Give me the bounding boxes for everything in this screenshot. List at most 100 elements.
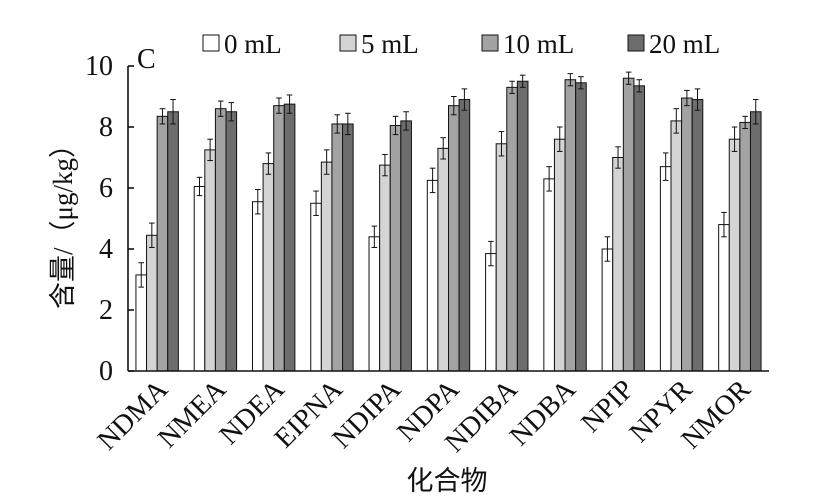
bar-npyr-10ml — [681, 97, 693, 372]
bar-ndiba-10ml — [506, 86, 518, 372]
error-bar-nmea-5ml — [207, 138, 213, 162]
bar-ndma-20ml — [167, 111, 179, 372]
bar-nmea-20ml — [225, 111, 238, 372]
error-bar-nmor-20ml — [752, 99, 759, 125]
bar-ndiba-20ml — [516, 80, 529, 372]
error-bar-nmor-5ml — [731, 126, 738, 152]
bar-ndea-5ml — [262, 163, 275, 372]
bar-ndiba-0ml — [485, 253, 497, 372]
error-bar-npip-0ml — [604, 236, 611, 262]
error-bar-nmea-0ml — [196, 176, 203, 197]
error-bar-ndipa-0ml — [371, 225, 378, 248]
error-bar-ndea-10ml — [276, 97, 282, 114]
error-bar-ndipa-10ml — [392, 115, 399, 136]
y-tick-label-2: 2 — [99, 295, 113, 326]
legend: 0 mL 5 mL 10 mL 20 mL — [202, 29, 720, 59]
error-bar-ndiba-20ml — [519, 74, 526, 88]
bar-nmor-10ml — [739, 121, 751, 372]
bar-eipna-5ml — [320, 161, 333, 372]
legend-swatch-20ml — [627, 34, 645, 52]
error-bar-ndiba-5ml — [498, 131, 505, 157]
error-bar-ndma-0ml — [138, 262, 145, 288]
error-bar-ndpa-5ml — [440, 137, 446, 160]
bar-ndba-5ml — [553, 138, 566, 372]
error-bar-ndiba-0ml — [488, 240, 494, 267]
bar-ndiba-5ml — [495, 143, 508, 372]
bar-ndipa-5ml — [379, 164, 391, 372]
bar-ndea-0ml — [251, 201, 264, 372]
legend-swatch-10ml — [481, 34, 499, 52]
error-bar-npyr-5ml — [673, 108, 680, 134]
bar-ndma-0ml — [135, 274, 148, 372]
error-bar-eipna-5ml — [323, 149, 330, 175]
panel-label: C — [137, 44, 156, 75]
bar-eipna-20ml — [342, 123, 354, 372]
bar-ndba-0ml — [543, 178, 555, 372]
axes-layer — [127, 66, 769, 372]
bar-ndipa-10ml — [389, 124, 402, 372]
bar-ndipa-0ml — [368, 236, 381, 372]
bars-layer — [135, 77, 762, 372]
bar-ndma-5ml — [146, 234, 158, 372]
error-bar-ndea-20ml — [286, 94, 293, 114]
bar-nmea-5ml — [204, 149, 216, 372]
error-bar-eipna-0ml — [313, 190, 319, 216]
error-bar-ndba-10ml — [567, 73, 574, 87]
bar-nmor-0ml — [718, 224, 730, 372]
error-bar-npip-20ml — [636, 79, 643, 93]
category-labels-layer: NDMANMEANDEAEIPNANDIPANDPANDIBANDBANPIPN… — [92, 373, 757, 458]
bar-nmea-10ml — [214, 108, 227, 372]
bar-ndpa-10ml — [448, 105, 460, 372]
bar-npip-10ml — [622, 77, 635, 372]
error-bar-ndma-5ml — [149, 222, 155, 248]
error-bar-nmea-20ml — [228, 102, 235, 122]
bar-npip-5ml — [612, 157, 624, 372]
error-bar-npyr-10ml — [684, 89, 690, 107]
bar-ndea-10ml — [273, 105, 285, 372]
legend-label-5ml: 5 mL — [361, 29, 419, 59]
bar-ndba-10ml — [564, 79, 577, 372]
error-bar-nmor-10ml — [742, 115, 748, 130]
bar-nmor-5ml — [728, 138, 741, 372]
y-ticks-layer: 0 2 4 6 8 10 — [85, 51, 134, 387]
error-bar-npip-10ml — [625, 71, 632, 85]
error-bar-ndipa-20ml — [403, 111, 409, 131]
error-bar-nmor-0ml — [721, 211, 727, 238]
y-tick-label-4: 4 — [99, 234, 113, 265]
error-bar-npyr-0ml — [662, 152, 669, 181]
error-bar-npyr-20ml — [694, 88, 701, 111]
bar-eipna-10ml — [331, 123, 344, 372]
error-bar-eipna-20ml — [345, 112, 351, 136]
bar-ndma-10ml — [156, 115, 169, 372]
bar-ndpa-0ml — [426, 179, 439, 372]
bar-npyr-5ml — [670, 120, 683, 372]
legend-swatch-5ml — [339, 34, 357, 52]
error-bar-ndipa-5ml — [382, 153, 388, 177]
bar-ndba-20ml — [575, 82, 587, 372]
error-bar-ndba-20ml — [578, 76, 584, 90]
bar-ndipa-20ml — [400, 120, 412, 372]
legend-label-0ml: 0 mL — [224, 29, 282, 59]
error-bar-ndiba-10ml — [509, 80, 515, 94]
bar-nmor-20ml — [749, 111, 762, 372]
error-bar-eipna-10ml — [334, 114, 341, 134]
bar-nmea-0ml — [193, 185, 206, 372]
error-bar-ndba-5ml — [556, 126, 563, 152]
error-bars-layer — [138, 71, 759, 288]
error-bar-ndba-0ml — [546, 166, 552, 192]
bar-npyr-20ml — [691, 99, 704, 372]
x-tick-label-nmea: NMEA — [152, 373, 233, 454]
error-bar-ndma-10ml — [159, 108, 166, 125]
legend-label-20ml: 20 mL — [649, 29, 720, 59]
bar-eipna-0ml — [310, 202, 322, 372]
error-bar-ndea-5ml — [265, 152, 272, 175]
error-bar-ndpa-20ml — [461, 88, 468, 111]
x-tick-label-ndipa: NDIPA — [327, 373, 408, 454]
bar-ndpa-20ml — [458, 99, 471, 372]
error-bar-ndpa-10ml — [451, 96, 457, 116]
y-tick-label-10: 10 — [85, 51, 113, 82]
error-bar-npip-5ml — [615, 146, 621, 169]
bar-ndpa-5ml — [437, 147, 449, 372]
bar-npip-0ml — [601, 248, 614, 372]
